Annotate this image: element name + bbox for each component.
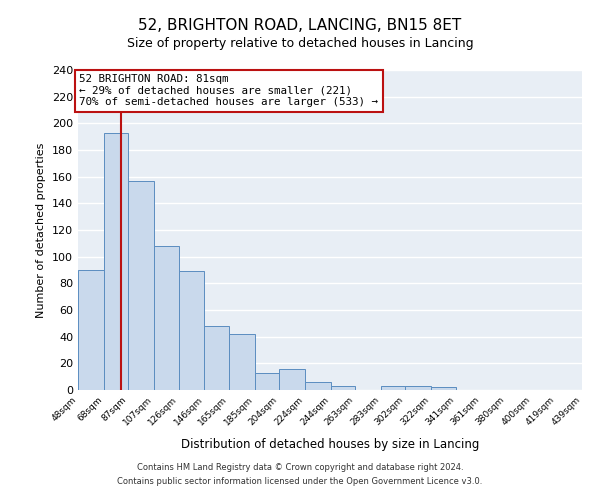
Text: 52 BRIGHTON ROAD: 81sqm
← 29% of detached houses are smaller (221)
70% of semi-d: 52 BRIGHTON ROAD: 81sqm ← 29% of detache… <box>79 74 378 107</box>
Bar <box>254 372 279 390</box>
X-axis label: Distribution of detached houses by size in Lancing: Distribution of detached houses by size … <box>181 438 479 451</box>
Bar <box>205 326 229 390</box>
Bar <box>78 270 104 390</box>
Text: 52, BRIGHTON ROAD, LANCING, BN15 8ET: 52, BRIGHTON ROAD, LANCING, BN15 8ET <box>139 18 461 32</box>
Bar <box>179 272 205 390</box>
Bar <box>279 368 305 390</box>
Text: Contains HM Land Registry data © Crown copyright and database right 2024.: Contains HM Land Registry data © Crown c… <box>137 464 463 472</box>
Bar <box>154 246 179 390</box>
Bar <box>128 180 154 390</box>
Text: Size of property relative to detached houses in Lancing: Size of property relative to detached ho… <box>127 38 473 51</box>
Bar <box>331 386 355 390</box>
Bar <box>229 334 254 390</box>
Bar <box>381 386 406 390</box>
Text: Contains public sector information licensed under the Open Government Licence v3: Contains public sector information licen… <box>118 478 482 486</box>
Bar <box>104 132 128 390</box>
Bar <box>431 388 455 390</box>
Bar <box>406 386 431 390</box>
Y-axis label: Number of detached properties: Number of detached properties <box>37 142 46 318</box>
Bar <box>305 382 331 390</box>
